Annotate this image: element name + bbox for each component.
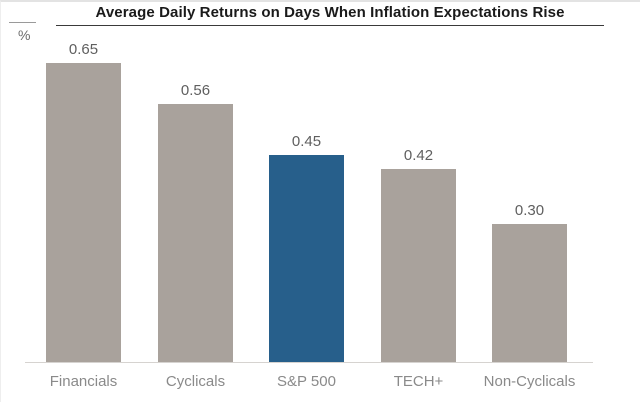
x-axis-category-label-cyclicals: Cyclicals <box>165 373 226 390</box>
bar-cyclicals <box>158 104 233 362</box>
y-axis-unit-label: % <box>18 27 31 43</box>
x-axis-category-label-financials: Financials <box>49 373 118 390</box>
chart-title-block: Average Daily Returns on Days When Infla… <box>56 4 604 26</box>
bar-s-p-500 <box>269 155 344 362</box>
bar-value-label-tech: 0.42 <box>403 147 434 164</box>
bar-value-label-s-p-500: 0.45 <box>291 133 322 150</box>
bar-non-cyclicals <box>492 224 567 362</box>
bar-value-label-financials: 0.65 <box>68 41 99 58</box>
x-axis-line <box>25 362 593 363</box>
bar-tech <box>381 169 456 362</box>
bar-value-label-non-cyclicals: 0.30 <box>514 202 545 219</box>
bar-financials <box>46 63 121 362</box>
x-axis-category-label-tech: TECH+ <box>393 373 444 390</box>
bar-value-label-cyclicals: 0.56 <box>180 82 211 99</box>
chart-title: Average Daily Returns on Days When Infla… <box>95 4 565 21</box>
x-axis-category-label-s-p-500: S&P 500 <box>277 373 336 390</box>
axis-top-tick-line <box>9 22 36 23</box>
x-axis-category-label-non-cyclicals: Non-Cyclicals <box>483 373 576 390</box>
